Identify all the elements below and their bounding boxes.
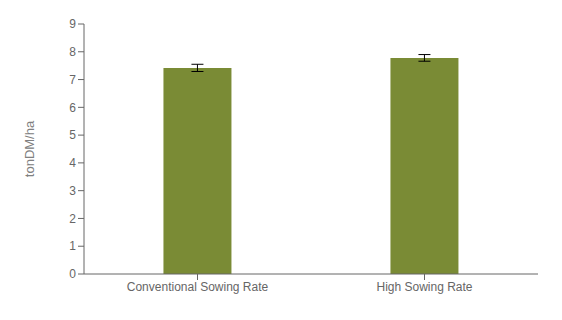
svg-text:0: 0: [69, 267, 76, 281]
svg-text:5: 5: [69, 128, 76, 142]
svg-text:1: 1: [69, 239, 76, 253]
svg-text:6: 6: [69, 101, 76, 115]
svg-text:2: 2: [69, 212, 76, 226]
svg-text:Conventional Sowing Rate: Conventional Sowing Rate: [127, 280, 269, 294]
svg-text:3: 3: [69, 184, 76, 198]
svg-text:High Sowing Rate: High Sowing Rate: [376, 280, 472, 294]
svg-text:7: 7: [69, 73, 76, 87]
svg-text:8: 8: [69, 45, 76, 59]
svg-text:tonDM/ha: tonDM/ha: [22, 120, 37, 177]
svg-text:9: 9: [69, 17, 76, 31]
svg-text:4: 4: [69, 156, 76, 170]
